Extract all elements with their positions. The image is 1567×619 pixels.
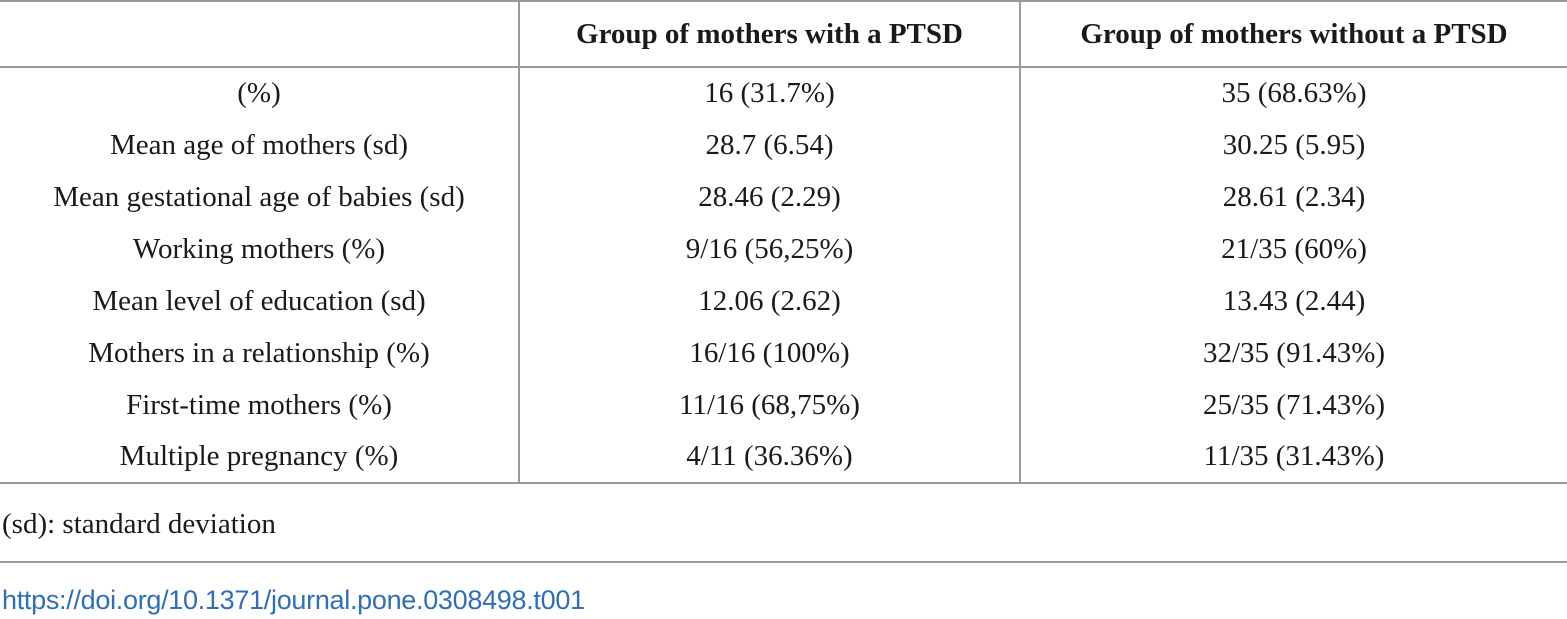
table-row: Mean level of education (sd) 12.06 (2.62… xyxy=(0,275,1567,327)
cell-ptsd: 28.46 (2.29) xyxy=(518,171,1020,223)
row-label: (%) xyxy=(237,77,281,109)
cell-non-ptsd: 30.25 (5.95) xyxy=(1019,119,1567,171)
table-header-row: Group of mothers with a PTSD Group of mo… xyxy=(0,0,1567,68)
table-row: Working mothers (%) 9/16 (56,25%) 21/35 … xyxy=(0,223,1567,275)
footnote-divider xyxy=(0,561,1567,563)
row-label: First-time mothers (%) xyxy=(126,388,392,421)
table-row: Multiple pregnancy (%) 4/11 (36.36%) 11/… xyxy=(0,431,1567,484)
table-row: First-time mothers (%) 11/16 (68,75%) 25… xyxy=(0,379,1567,431)
header-cell-row-label xyxy=(0,0,519,68)
cell-non-ptsd: 32/35 (91.43%) xyxy=(1019,327,1567,379)
row-label: Mean level of education (sd) xyxy=(92,284,426,317)
table-container: Group of mothers with a PTSD Group of mo… xyxy=(0,0,1567,484)
header-cell-non-ptsd-group: Group of mothers without a PTSD xyxy=(1019,0,1567,68)
cell-ptsd: 16/16 (100%) xyxy=(518,327,1020,379)
doi-link[interactable]: https://doi.org/10.1371/journal.pone.030… xyxy=(2,585,585,615)
row-label: Mean gestational age of babies (sd) xyxy=(53,180,465,213)
row-label: Mean age of mothers (sd) xyxy=(110,128,408,161)
cell-ptsd: 4/11 (36.36%) xyxy=(518,431,1020,484)
cell-non-ptsd: 28.61 (2.34) xyxy=(1019,171,1567,223)
header-cell-ptsd-group: Group of mothers with a PTSD xyxy=(518,0,1020,68)
cell-ptsd: 16 (31.7%) xyxy=(518,67,1020,119)
table-row: Mean age of mothers (sd) 28.7 (6.54) 30.… xyxy=(0,119,1567,171)
table-row: (%) 16 (31.7%) 35 (68.63%) xyxy=(0,67,1567,119)
row-label: Mothers in a relationship (%) xyxy=(88,336,430,369)
table-footnote: (sd): standard deviation xyxy=(2,508,276,540)
cell-ptsd: 11/16 (68,75%) xyxy=(518,379,1020,431)
cell-non-ptsd: 11/35 (31.43%) xyxy=(1019,431,1567,484)
table-row: Mothers in a relationship (%) 16/16 (100… xyxy=(0,327,1567,379)
cell-non-ptsd: 35 (68.63%) xyxy=(1019,67,1567,119)
cell-non-ptsd: 21/35 (60%) xyxy=(1019,223,1567,275)
cell-ptsd: 12.06 (2.62) xyxy=(518,275,1020,327)
cell-ptsd: 28.7 (6.54) xyxy=(518,119,1020,171)
data-table: Group of mothers with a PTSD Group of mo… xyxy=(0,0,1567,484)
table-row: Mean gestational age of babies (sd) 28.4… xyxy=(0,171,1567,223)
row-label: Multiple pregnancy (%) xyxy=(0,431,519,484)
cell-non-ptsd: 25/35 (71.43%) xyxy=(1019,379,1567,431)
cell-non-ptsd: 13.43 (2.44) xyxy=(1019,275,1567,327)
row-label: Working mothers (%) xyxy=(132,232,386,265)
cell-ptsd: 9/16 (56,25%) xyxy=(518,223,1020,275)
